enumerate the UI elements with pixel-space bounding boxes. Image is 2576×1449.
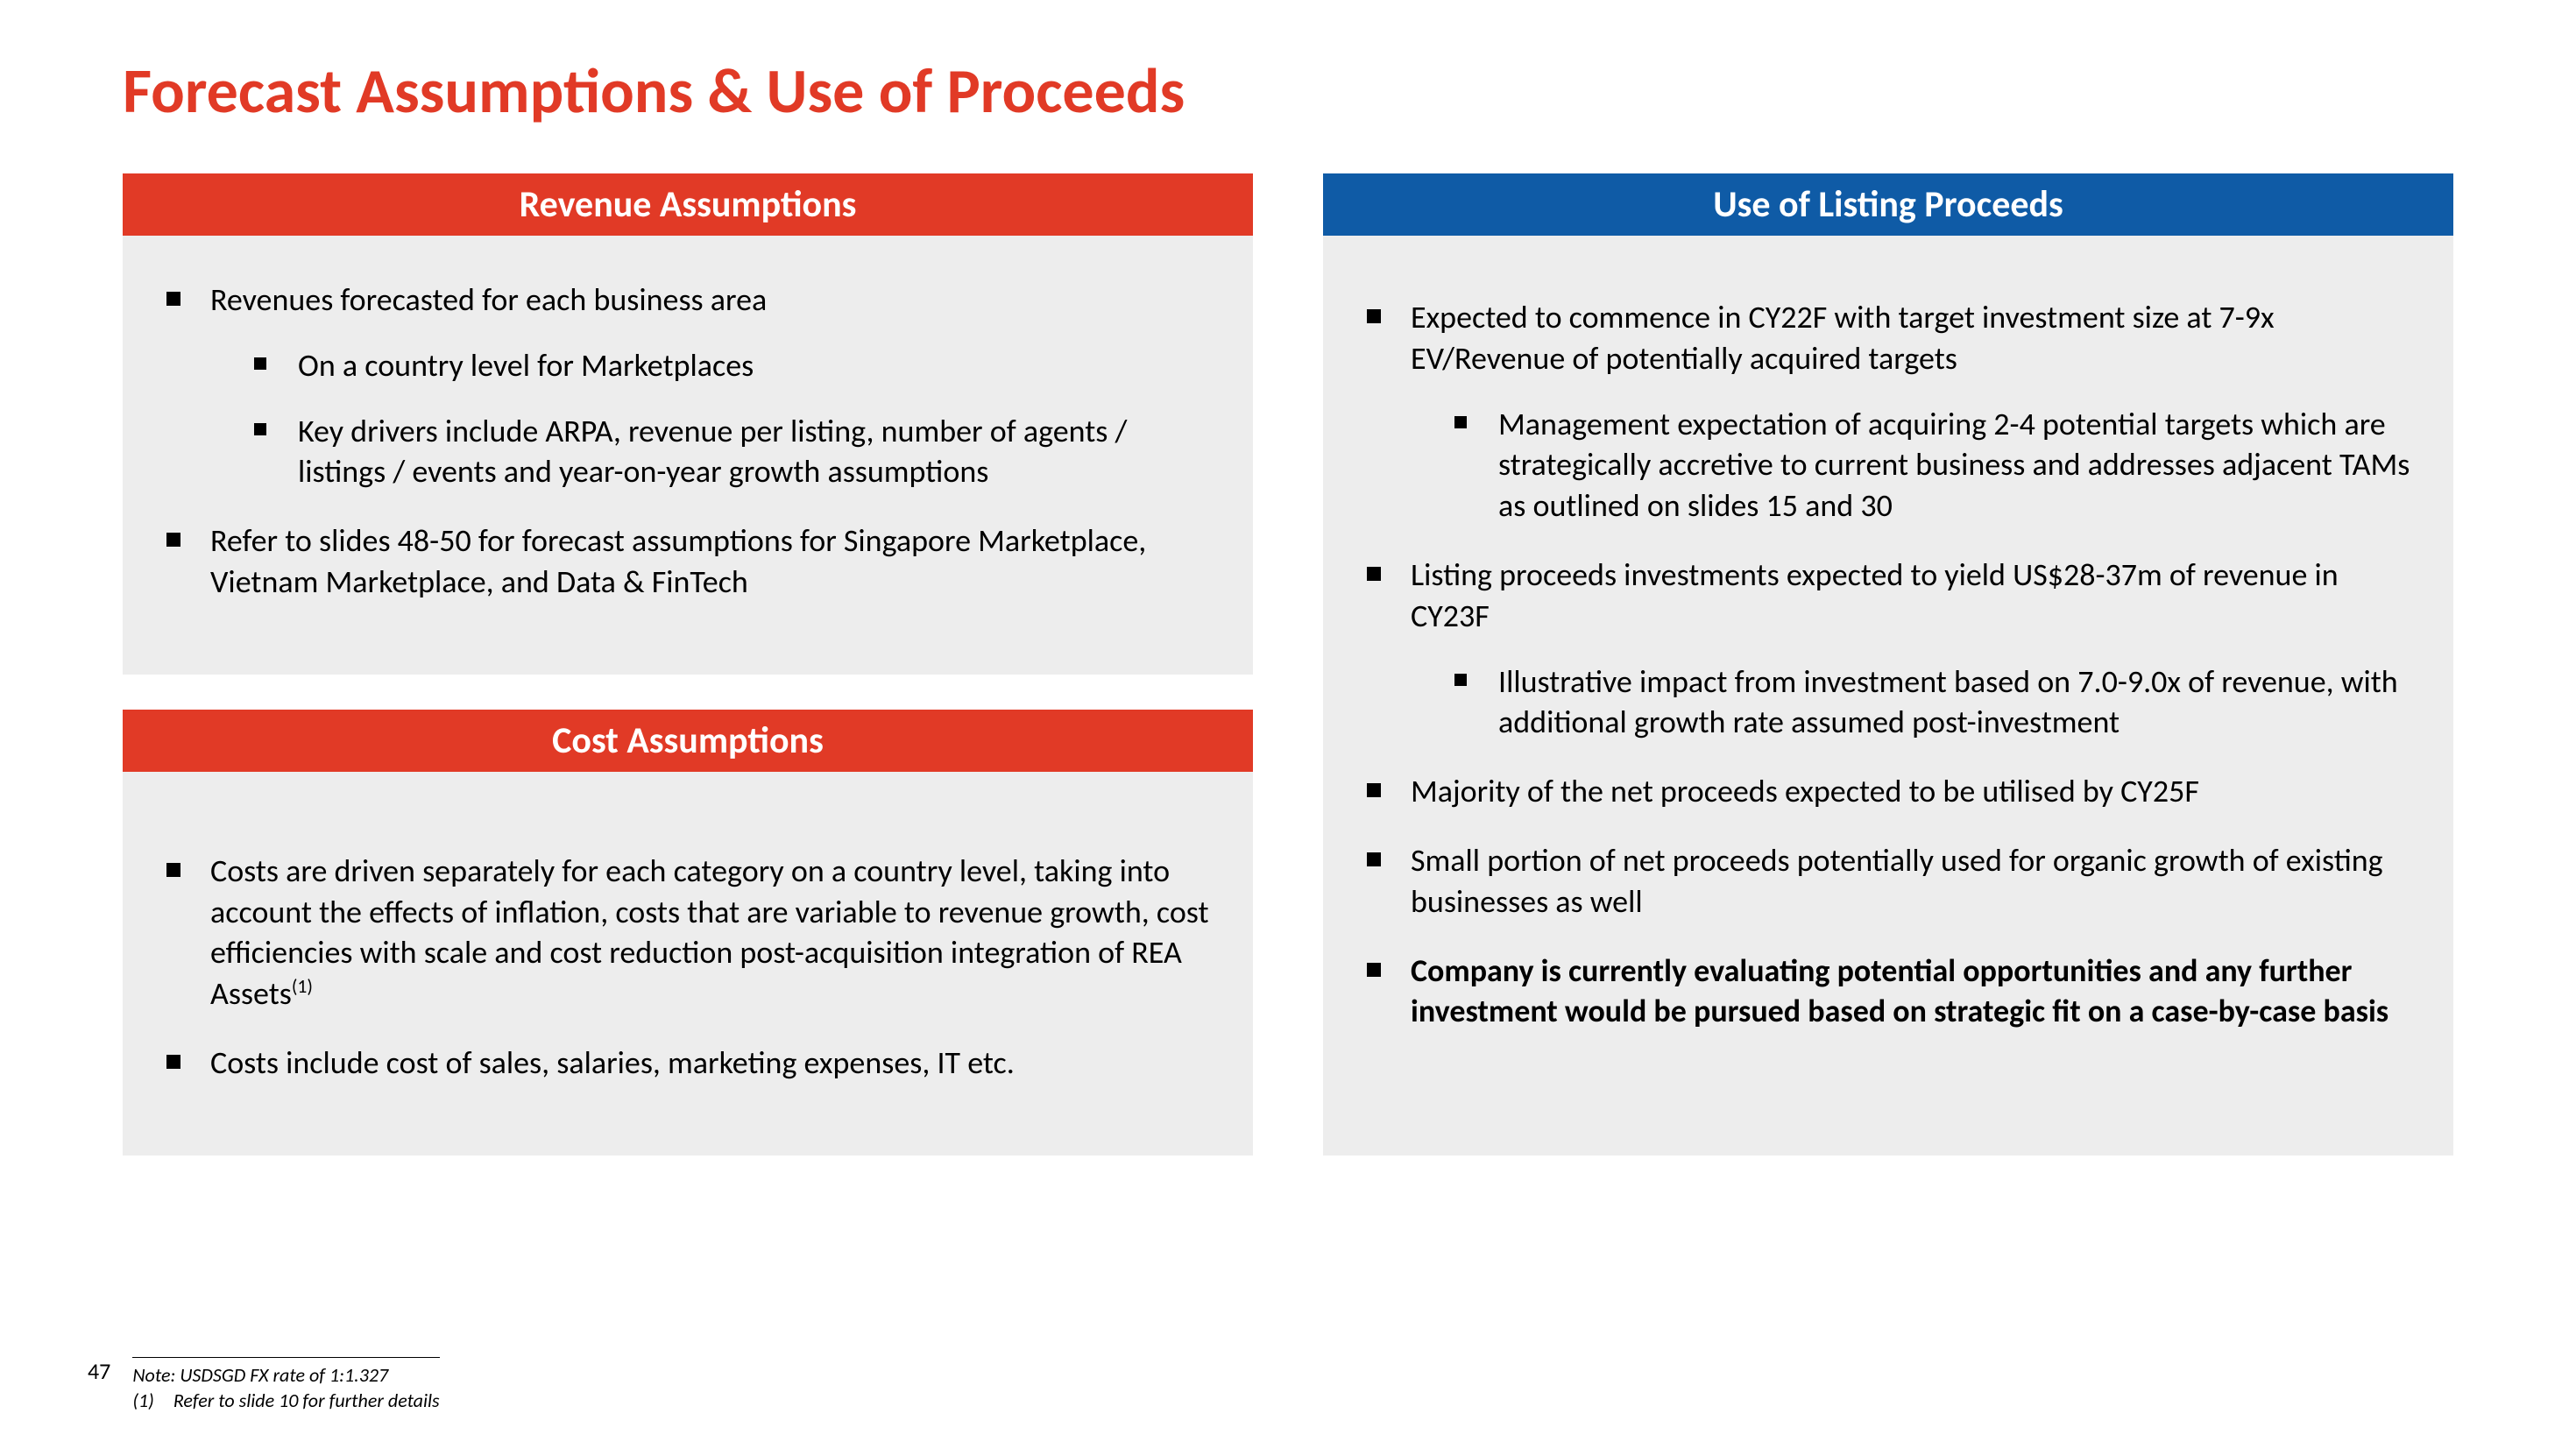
revenue-bullets: Revenues forecasted for each business ar… [158, 279, 1218, 603]
footnotes: Note: USDSGD FX rate of 1:1.327 (1) Refe… [132, 1357, 439, 1414]
bullet-item: Key drivers include ARPA, revenue per li… [245, 411, 1218, 493]
footnote-1: Note: USDSGD FX rate of 1:1.327 [132, 1363, 439, 1387]
revenue-header: Revenue Assumptions [123, 173, 1253, 236]
bullet-item: Small portion of net proceeds potentiall… [1358, 840, 2418, 922]
bullet-item: Illustrative impact from investment base… [1446, 661, 2418, 744]
sub-bullets: On a country level for Marketplaces Key d… [245, 345, 1218, 492]
sub-bullets: Management expectation of acquiring 2-4 … [1446, 404, 2418, 527]
sub-bullets: Illustrative impact from investment base… [1446, 661, 2418, 744]
revenue-section: Revenue Assumptions Revenues forecasted … [123, 173, 1253, 675]
cost-section: Cost Assumptions Costs are driven separa… [123, 710, 1253, 1156]
right-column: Use of Listing Proceeds Expected to comm… [1323, 173, 2453, 1191]
bullet-item: On a country level for Marketplaces [245, 345, 1218, 386]
cost-bullets: Costs are driven separately for each cat… [158, 851, 1218, 1084]
proceeds-header: Use of Listing Proceeds [1323, 173, 2453, 236]
revenue-body: Revenues forecasted for each business ar… [123, 236, 1253, 675]
bullet-item: Listing proceeds investments expected to… [1358, 555, 2418, 743]
proceeds-body: Expected to commence in CY22F with targe… [1323, 236, 2453, 1156]
footnote-2: (1) Refer to slide 10 for further detail… [132, 1389, 439, 1412]
proceeds-bullets: Expected to commence in CY22F with targe… [1358, 297, 2418, 1032]
bullet-item: Revenues forecasted for each business ar… [158, 279, 1218, 492]
footer: 47 Note: USDSGD FX rate of 1:1.327 (1) R… [88, 1357, 440, 1414]
page-number: 47 [88, 1357, 110, 1385]
bullet-item: Costs include cost of sales, salaries, m… [158, 1043, 1218, 1084]
proceeds-section: Use of Listing Proceeds Expected to comm… [1323, 173, 2453, 1156]
slide: Forecast Assumptions & Use of Proceeds R… [0, 0, 2576, 1449]
bullet-item: Refer to slides 48-50 for forecast assum… [158, 520, 1218, 603]
bullet-item: Costs are driven separately for each cat… [158, 851, 1218, 1014]
slide-title: Forecast Assumptions & Use of Proceeds [123, 53, 2453, 130]
bullet-item: Expected to commence in CY22F with targe… [1358, 297, 2418, 527]
bullet-item: Management expectation of acquiring 2-4 … [1446, 404, 2418, 527]
left-column: Revenue Assumptions Revenues forecasted … [123, 173, 1253, 1191]
columns: Revenue Assumptions Revenues forecasted … [123, 173, 2453, 1191]
cost-body: Costs are driven separately for each cat… [123, 772, 1253, 1156]
cost-header: Cost Assumptions [123, 710, 1253, 772]
bullet-item: Majority of the net proceeds expected to… [1358, 771, 2418, 812]
bullet-item: Company is currently evaluating potentia… [1358, 951, 2418, 1033]
